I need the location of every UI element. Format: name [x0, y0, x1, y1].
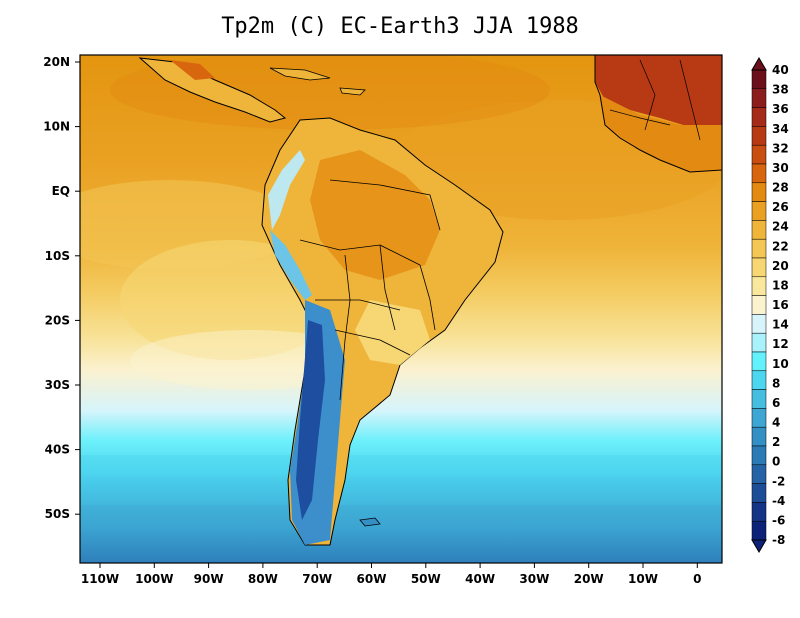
colorbar-label: -6	[772, 513, 785, 527]
colorbar-swatch	[751, 464, 767, 484]
lon-tick-label: 60W	[357, 572, 387, 586]
lon-tick-label: 110W	[81, 572, 119, 586]
lon-tick-label: 90W	[194, 572, 224, 586]
lat-tick-label: 30S	[45, 378, 70, 392]
colorbar-swatch	[751, 295, 767, 315]
colorbar-swatch	[751, 332, 767, 353]
colorbar-label: 36	[772, 102, 789, 116]
colorbar-max-arrow	[751, 57, 767, 71]
colorbar-label: -4	[772, 494, 785, 508]
colorbar-swatch	[751, 238, 767, 259]
lon-tick-label: 100W	[135, 572, 173, 586]
colorbar-swatch	[751, 276, 767, 296]
colorbar-label: 30	[772, 161, 789, 175]
colorbar-label: 10	[772, 357, 789, 371]
colorbar-swatch	[751, 144, 767, 165]
colorbar-swatch	[751, 163, 767, 184]
lat-tick-label: 50S	[45, 507, 70, 521]
colorbar-swatch	[751, 389, 767, 409]
longitude-axis: 110W 100W 90W 80W 70W 60W 50W 40W 30W 20W 10W 0	[81, 563, 701, 586]
colorbar-swatch	[751, 483, 767, 503]
colorbar-label: 18	[772, 278, 789, 292]
lon-tick-label: 10W	[628, 572, 658, 586]
colorbar-label: 16	[772, 298, 789, 312]
colorbar-swatch	[751, 351, 767, 372]
plot-frame	[79, 54, 723, 564]
colorbar-swatch	[751, 445, 767, 466]
colorbar-label: 2	[772, 435, 780, 449]
colorbar-label: 24	[772, 220, 789, 234]
lat-tick-label: 20N	[43, 55, 70, 69]
colorbar-swatch	[751, 520, 767, 541]
colorbar-swatch	[751, 257, 767, 278]
lon-tick-label: 0	[693, 572, 701, 586]
colorbar-swatch	[751, 408, 767, 428]
colorbar-swatch	[751, 182, 767, 202]
colorbar-label: 38	[772, 83, 789, 97]
lon-tick-label: 50W	[411, 572, 441, 586]
lat-tick-label: 10N	[43, 120, 70, 134]
colorbar-label: 32	[772, 141, 789, 155]
colorbar-label: 6	[772, 396, 780, 410]
colorbar-swatch	[751, 314, 767, 334]
colorbar-label: 14	[772, 318, 789, 332]
colorbar-min-arrow	[751, 539, 767, 553]
colorbar-swatch	[751, 426, 767, 447]
colorbar-label: 40	[772, 63, 789, 77]
colorbar-swatch	[751, 220, 767, 240]
lat-tick-label: 40S	[45, 443, 70, 457]
colorbar-label: 20	[772, 259, 789, 273]
lon-tick-label: 80W	[248, 572, 278, 586]
colorbar-label: 4	[772, 416, 780, 430]
colorbar-label: 12	[772, 337, 789, 351]
south-america-landmass	[138, 55, 722, 546]
colorbar-label: 34	[772, 122, 789, 136]
colorbar-label: -8	[772, 533, 785, 547]
colorbar-label: 22	[772, 239, 789, 253]
lon-tick-label: 30W	[519, 572, 549, 586]
colorbar-swatch	[751, 88, 767, 108]
colorbar-swatch	[751, 201, 767, 221]
colorbar-label: 8	[772, 376, 780, 390]
lon-tick-label: 20W	[574, 572, 604, 586]
colorbar-label: 26	[772, 200, 789, 214]
lat-tick-label: EQ	[52, 184, 70, 198]
colorbar-swatch	[751, 370, 767, 390]
colorbar-swatch	[751, 107, 767, 127]
map-title: Tp2m (C) EC-Earth3 JJA 1988	[221, 14, 579, 39]
colorbar-swatch	[751, 69, 767, 90]
lon-tick-label: 70W	[302, 572, 332, 586]
lon-tick-label: 40W	[465, 572, 495, 586]
lat-tick-label: 10S	[45, 249, 70, 263]
colorbar-label: 0	[772, 455, 780, 469]
colorbar-label: 28	[772, 181, 789, 195]
colorbar: 4038363432302826242220181614121086420-2-…	[751, 57, 789, 553]
latitude-axis: 20N 10N EQ 10S 20S 30S 40S 50S	[43, 55, 80, 521]
temperature-field	[80, 55, 722, 563]
colorbar-swatch	[751, 126, 767, 146]
colorbar-label: -2	[772, 474, 785, 488]
lat-tick-label: 20S	[45, 313, 70, 327]
colorbar-swatch	[751, 502, 767, 522]
